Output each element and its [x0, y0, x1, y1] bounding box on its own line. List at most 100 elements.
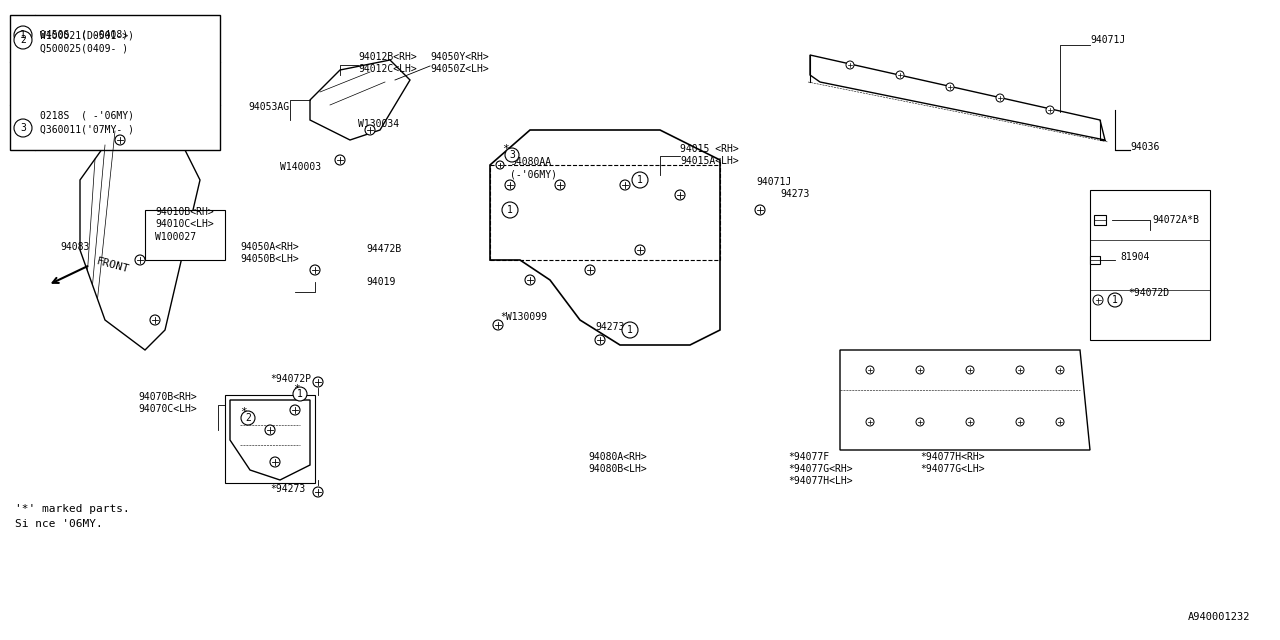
Circle shape [265, 425, 275, 435]
Text: 94071J: 94071J [756, 177, 791, 187]
Polygon shape [81, 100, 200, 350]
Circle shape [314, 487, 323, 497]
Text: W100027: W100027 [155, 232, 196, 242]
Text: 94070B<RH>: 94070B<RH> [138, 392, 197, 402]
Circle shape [996, 94, 1004, 102]
Circle shape [1108, 293, 1123, 307]
Circle shape [115, 135, 125, 145]
Text: 1: 1 [1112, 295, 1117, 305]
Text: 94012B<RH>: 94012B<RH> [358, 52, 417, 62]
Bar [1091, 256, 1100, 264]
Text: 2: 2 [20, 35, 26, 45]
Circle shape [632, 172, 648, 188]
Text: 1: 1 [637, 175, 643, 185]
Circle shape [365, 125, 375, 135]
Circle shape [314, 377, 323, 387]
Text: W140003: W140003 [280, 162, 321, 172]
Text: 1: 1 [20, 30, 26, 40]
Circle shape [525, 275, 535, 285]
Text: *94077H<LH>: *94077H<LH> [788, 476, 852, 486]
Text: 94050Y<RH>: 94050Y<RH> [430, 52, 489, 62]
Text: 94083: 94083 [60, 242, 90, 252]
Text: *: * [293, 384, 300, 394]
Circle shape [585, 265, 595, 275]
Polygon shape [840, 350, 1091, 450]
Text: *94077F: *94077F [788, 452, 829, 462]
FancyBboxPatch shape [145, 210, 225, 260]
Text: *94077H<RH>: *94077H<RH> [920, 452, 984, 462]
Text: '*' marked parts.: '*' marked parts. [15, 504, 129, 514]
Text: 1: 1 [507, 205, 513, 215]
Circle shape [620, 180, 630, 190]
Text: 94080A<RH>: 94080A<RH> [588, 452, 646, 462]
Text: 0218S  ( -'06MY): 0218S ( -'06MY) [40, 110, 134, 120]
Text: W130034: W130034 [358, 119, 399, 129]
Text: 94273: 94273 [780, 189, 809, 199]
Circle shape [150, 315, 160, 325]
Circle shape [1056, 418, 1064, 426]
Circle shape [291, 405, 300, 415]
Text: *94273: *94273 [270, 484, 305, 494]
Text: 81904: 81904 [1120, 252, 1149, 262]
Polygon shape [810, 55, 1105, 140]
Text: 1: 1 [297, 389, 303, 399]
Text: 94019: 94019 [366, 277, 396, 287]
Circle shape [867, 366, 874, 374]
Circle shape [1093, 295, 1103, 305]
Circle shape [134, 255, 145, 265]
Text: 94036: 94036 [1130, 142, 1160, 152]
Text: *94072D: *94072D [1128, 288, 1169, 298]
Circle shape [755, 205, 765, 215]
Text: 94050A<RH>: 94050A<RH> [241, 242, 298, 252]
Text: *94072P: *94072P [270, 374, 311, 384]
Circle shape [1016, 418, 1024, 426]
Circle shape [946, 83, 954, 91]
Circle shape [506, 148, 518, 162]
Text: 0450S  ( -0408): 0450S ( -0408) [40, 29, 128, 39]
FancyBboxPatch shape [10, 15, 220, 150]
Text: *: * [502, 144, 508, 154]
Text: *94077G<RH>: *94077G<RH> [788, 464, 852, 474]
Circle shape [595, 335, 605, 345]
Text: 3: 3 [20, 123, 26, 133]
Text: 94080AA: 94080AA [509, 157, 552, 167]
Text: FRONT: FRONT [95, 256, 131, 274]
Text: 94012C<LH>: 94012C<LH> [358, 64, 417, 74]
Text: 94273: 94273 [595, 322, 625, 332]
Bar [1094, 215, 1106, 225]
Circle shape [241, 411, 255, 425]
Text: 94010B<RH>: 94010B<RH> [155, 207, 214, 217]
Text: Q500025(0409- ): Q500025(0409- ) [40, 43, 128, 53]
Circle shape [506, 180, 515, 190]
Circle shape [1016, 366, 1024, 374]
Circle shape [497, 161, 504, 169]
Circle shape [867, 418, 874, 426]
Circle shape [966, 366, 974, 374]
Circle shape [14, 119, 32, 137]
Text: 94015 <RH>: 94015 <RH> [680, 144, 739, 154]
Text: 94010C<LH>: 94010C<LH> [155, 219, 214, 229]
Text: 94080B<LH>: 94080B<LH> [588, 464, 646, 474]
Circle shape [502, 202, 518, 218]
Text: *94077G<LH>: *94077G<LH> [920, 464, 984, 474]
Text: A940001232: A940001232 [1188, 612, 1251, 622]
Text: 2: 2 [244, 413, 251, 423]
Circle shape [335, 155, 346, 165]
Text: (-'06MY): (-'06MY) [509, 169, 557, 179]
Circle shape [293, 387, 307, 401]
Circle shape [556, 180, 564, 190]
Text: 94015A<LH>: 94015A<LH> [680, 156, 739, 166]
Circle shape [14, 31, 32, 49]
Circle shape [1056, 366, 1064, 374]
Circle shape [493, 320, 503, 330]
Text: 94070C<LH>: 94070C<LH> [138, 404, 197, 414]
Circle shape [966, 418, 974, 426]
Text: *: * [241, 407, 247, 417]
Text: 3: 3 [509, 150, 515, 160]
Text: *W130099: *W130099 [500, 312, 547, 322]
Text: 94050B<LH>: 94050B<LH> [241, 254, 298, 264]
Circle shape [310, 265, 320, 275]
Text: W100021(D0501->): W100021(D0501->) [40, 30, 134, 40]
Polygon shape [490, 130, 721, 345]
Text: 1: 1 [627, 325, 632, 335]
